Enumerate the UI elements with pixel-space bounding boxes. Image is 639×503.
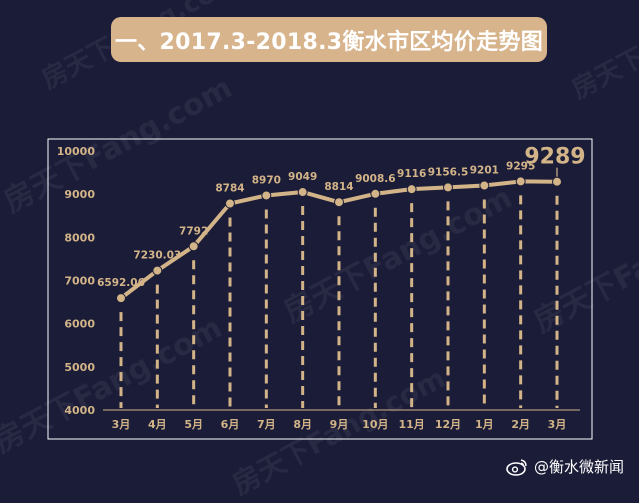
footer-credit: @衡水微新闻: [506, 456, 624, 477]
y-tick-label: 8000: [64, 231, 95, 244]
x-tick-label: 12月: [435, 418, 461, 431]
data-point: [334, 197, 344, 208]
x-tick-label: 8月: [293, 418, 312, 431]
data-point: [188, 241, 199, 252]
data-point: [152, 265, 163, 276]
data-label: 9049: [288, 171, 317, 183]
data-point: [370, 188, 381, 199]
x-tick-label: 6月: [221, 418, 240, 431]
x-tick-label: 7月: [257, 418, 276, 431]
data-point: [225, 198, 235, 209]
x-tick-label: 3月: [548, 418, 567, 431]
y-tick-label: 10000: [57, 145, 96, 158]
data-label: 9201: [470, 164, 499, 176]
data-point: [479, 180, 490, 191]
x-tick-label: 11月: [399, 418, 425, 431]
y-tick-label: 9000: [64, 188, 95, 201]
data-label: 7792: [179, 225, 208, 237]
data-point: [552, 176, 562, 187]
data-label: 6592.06: [97, 277, 145, 289]
y-tick-label: 4000: [64, 404, 95, 417]
x-tick-label: 2月: [511, 418, 530, 431]
highlight-value-label: 9289: [524, 145, 585, 170]
data-point: [261, 190, 272, 201]
data-label: 9008.6: [355, 173, 396, 185]
data-point: [515, 176, 526, 187]
data-label: 9116: [397, 168, 426, 180]
y-tick-label: 6000: [64, 318, 95, 331]
x-tick-label: 5月: [184, 418, 203, 431]
chart-title-banner: 一、2017.3-2018.3衡水市区均价走势图: [111, 17, 547, 62]
x-tick-label: 10月: [362, 418, 388, 431]
y-tick-label: 5000: [64, 361, 95, 374]
y-tick-label: 7000: [64, 275, 95, 288]
data-label: 8814: [324, 181, 353, 193]
x-tick-label: 1月: [475, 418, 494, 431]
line-chart: 4000 5000 6000 7000 8000 9000 10000 3月 4月 5月 6月 7月…: [47, 138, 593, 440]
x-tick-label: 9月: [330, 418, 349, 431]
chart-title: 一、2017.3-2018.3衡水市区均价走势图: [114, 29, 544, 55]
data-point: [297, 187, 308, 198]
data-label: 8970: [252, 174, 281, 186]
weibo-icon: [506, 458, 527, 476]
data-label: 8784: [215, 182, 244, 194]
data-point: [116, 293, 126, 304]
chart-frame: [47, 138, 593, 440]
x-tick-label: 3月: [112, 418, 131, 431]
data-point: [406, 184, 417, 195]
data-label: 9156.5: [428, 166, 469, 178]
x-tick-label: 4月: [148, 418, 167, 431]
data-label: 9295: [506, 160, 535, 172]
data-label: 7230.03: [133, 250, 181, 262]
footer-text: @衡水微新闻: [534, 458, 625, 476]
data-point: [443, 182, 453, 193]
